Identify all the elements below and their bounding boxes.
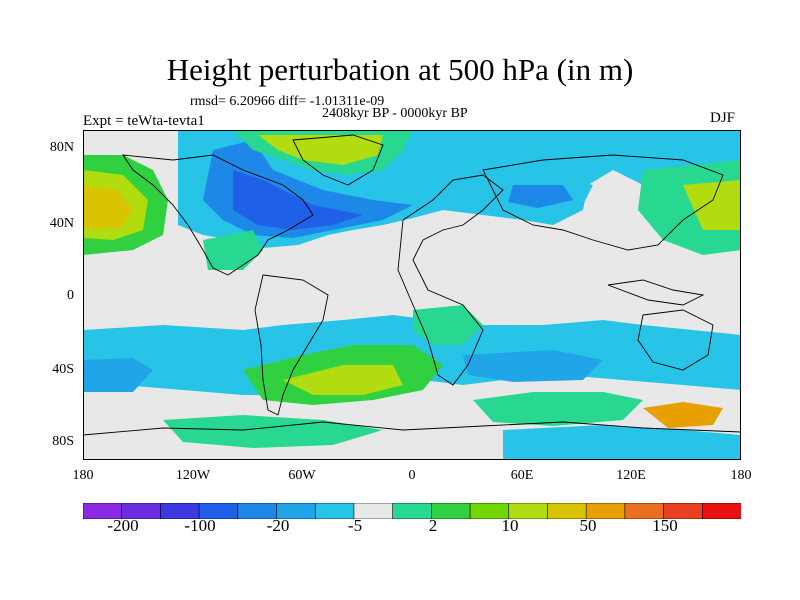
blue-antarctic-east [503, 425, 741, 460]
y-tick-80n: 80N [49, 140, 74, 155]
cb-label-neg20: -20 [266, 516, 290, 535]
period-label: 2408kyr BP - 0000kyr BP [322, 106, 468, 121]
cb-label-10: 10 [501, 516, 519, 535]
colorbar-swatch [701, 503, 741, 519]
blue-south-indian-core [463, 350, 603, 382]
blue-band-north-inner [233, 170, 363, 230]
colorbar [83, 503, 741, 519]
coastlines [83, 134, 741, 436]
x-tick-180w: 180 [72, 468, 94, 483]
x-tick-0: 0 [408, 468, 416, 483]
cb-label-neg100: -100 [184, 516, 216, 535]
cb-label-50: 50 [579, 516, 597, 535]
yellow-east-asia [683, 180, 741, 230]
x-tick-60e: 60E [510, 468, 534, 483]
season-label: DJF [710, 110, 736, 126]
blue-cell-north-africa-core [508, 185, 573, 208]
orange-pacific-high [83, 185, 133, 228]
y-tick-40n: 40N [49, 216, 74, 231]
experiment-label: Expt = teWta-tevta1 [83, 113, 205, 129]
green-central-america [203, 230, 263, 270]
yellow-arctic [258, 135, 383, 165]
green-antarctic-west [163, 415, 383, 448]
cb-label-2: 2 [428, 516, 438, 535]
green-south-indian [473, 392, 643, 426]
x-tick-120e: 120E [616, 468, 646, 483]
cb-label-neg200: -200 [107, 516, 139, 535]
cb-label-neg5: -5 [347, 516, 363, 535]
stats-line: rmsd= 6.20966 diff= -1.01311e-09 [190, 94, 385, 109]
x-tick-180e: 180 [730, 468, 752, 483]
blue-south-pacific-core [83, 358, 153, 392]
green-south-africa [413, 305, 483, 345]
cb-label-150: 150 [652, 516, 678, 535]
yellow-south-atlantic [283, 365, 403, 395]
x-tick-60w: 60W [288, 468, 316, 483]
y-tick-80s: 80S [52, 434, 74, 449]
y-tick-0: 0 [67, 288, 74, 303]
x-tick-120w: 120W [175, 468, 211, 483]
y-tick-40s: 40S [52, 362, 74, 377]
map-frame [83, 130, 741, 460]
height-perturbation-map [83, 130, 741, 460]
plot-title: Height perturbation at 500 hPa (in m) [166, 52, 634, 87]
orange-south-indian [643, 402, 723, 428]
